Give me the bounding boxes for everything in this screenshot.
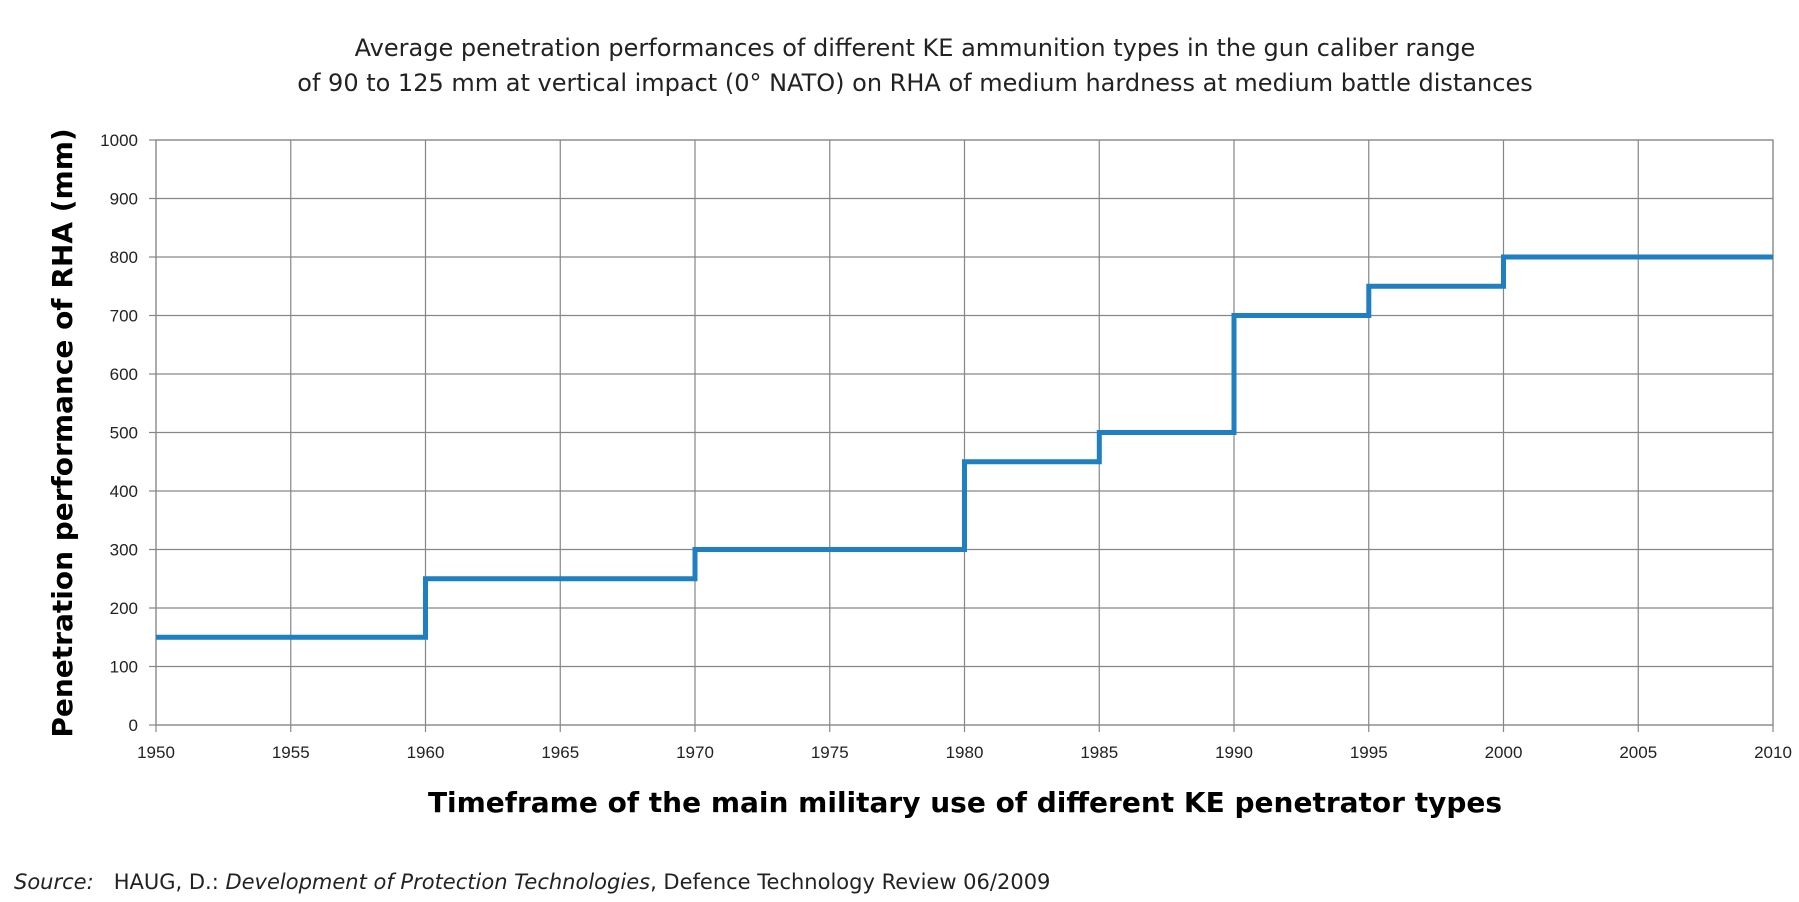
source-label: Source: [14,870,94,894]
y-tick-label: 700 [110,307,138,326]
y-tick-label: 600 [110,365,138,384]
x-tick-label: 1960 [407,743,445,762]
x-tick-label: 1990 [1215,743,1253,762]
x-tick-label: 1985 [1080,743,1118,762]
x-axis-title: Timeframe of the main military use of di… [428,786,1502,819]
x-tick-label: 1955 [272,743,310,762]
y-tick-label: 800 [110,248,138,267]
y-axis-title: Penetration performance of RHA (mm) [46,128,79,737]
x-tick-label: 2005 [1619,743,1657,762]
x-tick-label: 1980 [946,743,984,762]
x-tick-label: 2000 [1485,743,1523,762]
y-tick-label: 900 [110,190,138,209]
y-tick-labels: 0 100 200 300 400 500 600 700 800 900 1000 [100,131,138,735]
y-tick-label: 400 [110,482,138,501]
x-tick-label: 1995 [1350,743,1388,762]
chart-title-line-2: of 90 to 125 mm at vertical impact (0° N… [297,69,1532,97]
y-tick-label: 1000 [100,131,138,150]
gridlines [149,139,1774,732]
chart-title-line-1: Average penetration performances of diff… [355,34,1476,62]
y-tick-label: 0 [129,716,138,735]
y-tick-label: 300 [110,541,138,560]
y-tick-label: 500 [110,424,138,443]
series-layer [156,254,1773,640]
x-tick-label: 1975 [811,743,849,762]
x-tick-labels: 1950 1955 1960 1965 1970 1975 1980 1985 1990 1995… [137,743,1792,762]
source-citation: Source: HAUG, D.: Development of Protect… [14,870,1050,894]
plot-area-border [155,139,1774,726]
x-tick-label: 1970 [676,743,714,762]
x-tick-label: 1950 [137,743,175,762]
x-tick-label: 1965 [541,743,579,762]
y-tick-label: 200 [110,599,138,618]
source-work: Development of Protection Technologies [225,870,651,894]
x-tick-label: 2010 [1754,743,1792,762]
source-author: HAUG, D.: [113,870,219,894]
source-publication: , Defence Technology Review 06/2009 [650,870,1051,894]
series-line-0 [156,254,1773,640]
y-tick-label: 100 [110,658,138,677]
